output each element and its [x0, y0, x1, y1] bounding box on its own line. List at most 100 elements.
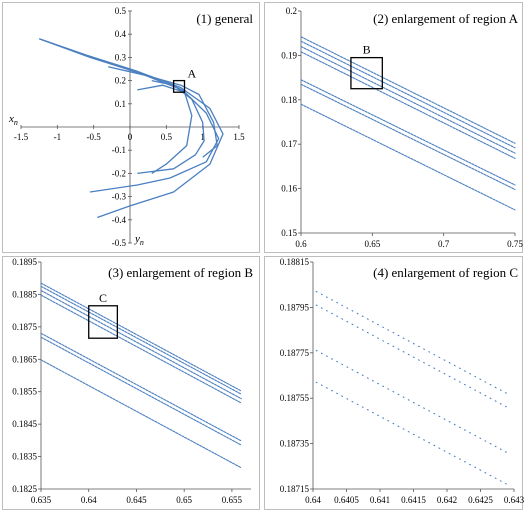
- y-tick-label: 0.17: [281, 139, 297, 149]
- x-tick-label: 0.6415: [401, 495, 426, 505]
- zoom-box-label-c: C: [99, 291, 107, 305]
- x-tick-label: 0.5: [161, 132, 173, 142]
- y-tick-label: 0.1835: [12, 452, 37, 462]
- x-tick-label: 0.645: [126, 495, 147, 505]
- series-3-trail: [315, 349, 508, 454]
- x-tick-label: 0.642: [437, 495, 457, 505]
- y-tick-label: 0.16: [281, 184, 297, 194]
- y-tick-label: 0.1825: [12, 484, 37, 494]
- chart-general: -1.5 -1 -0.5 0 0.5 1 1.5 0.5 0.4 0.3 0.2 0.1 -0.1 -0.…: [8, 6, 253, 248]
- y-tick-label: -0.5: [112, 238, 127, 248]
- chart-title: (4) enlargement of region C: [373, 265, 518, 280]
- x-tick-label: 0.75: [507, 239, 523, 249]
- zoom-box-a: [172, 79, 186, 93]
- panel-region-a: 0.6 0.65 0.7 0.75 0.2 0.19 0.18 0.17 0.16 0.15 B (2…: [264, 2, 523, 253]
- y-tick-label: 0.18795: [280, 302, 310, 312]
- series-4-trail: [300, 51, 516, 159]
- x-axis-label-sub: n: [14, 118, 18, 127]
- x-tick-label: 0.65: [364, 239, 380, 249]
- panel-region-c: 0.64 0.6405 0.641 0.6415 0.642 0.6425 0.643 0.1…: [264, 256, 525, 510]
- x-tick-label: 0: [128, 132, 133, 142]
- series-7-trail: [40, 359, 243, 469]
- y-tick-label: 0.1895: [12, 257, 37, 267]
- series-6-trail: [40, 336, 243, 446]
- panel-region-b: 0.635 0.64 0.645 0.65 0.655 0.1895 0.1885 0.187…: [2, 256, 260, 510]
- x-tick-label: -1.5: [14, 132, 29, 142]
- x-tick-label: 0.6: [295, 239, 307, 249]
- y-tick-label: 0.1845: [12, 419, 37, 429]
- chart-region-a: 0.6 0.65 0.7 0.75 0.2 0.19 0.18 0.17 0.16 0.15 B (2…: [281, 6, 523, 249]
- y-tick-label: -0.1: [112, 145, 126, 155]
- y-tick-label: 0.1865: [12, 354, 37, 364]
- y-tick-label: 0.18815: [280, 257, 310, 267]
- y-axis-label-main: y: [134, 233, 140, 245]
- y-tick-label: 0.1855: [12, 387, 37, 397]
- y-axis-label-sub: n: [140, 238, 144, 247]
- x-tick-label: -0.5: [87, 132, 102, 142]
- chart-title: (3) enlargement of region B: [108, 265, 253, 280]
- series-1-trail: [38, 38, 224, 219]
- series-5-trail: [108, 66, 218, 158]
- series-2-trail: [315, 304, 508, 408]
- series-4-trail: [315, 381, 508, 486]
- x-tick-label: 0.64: [305, 495, 321, 505]
- y-tick-label: 0.19: [281, 50, 297, 60]
- series-3-trail: [40, 289, 243, 400]
- series-1-trail: [315, 290, 508, 395]
- series-5-trail: [300, 79, 516, 186]
- y-tick-label: 0.1885: [12, 289, 37, 299]
- chart-title: (2) enlargement of region A: [373, 11, 518, 26]
- x-tick-label: 0.6425: [468, 495, 493, 505]
- x-tick-label: 1: [200, 132, 205, 142]
- y-tick-label: 0.2: [115, 76, 126, 86]
- zoom-box-c: [88, 305, 119, 339]
- x-tick-label: 0.655: [222, 495, 243, 505]
- series-6-trail: [300, 83, 516, 191]
- y-tick-label: 0.18: [281, 95, 297, 105]
- x-tick-label: 0.6405: [334, 495, 359, 505]
- chart-title: (1) general: [196, 11, 253, 26]
- x-tick-label: 0.635: [31, 495, 52, 505]
- y-tick-label: 0.18775: [280, 348, 310, 358]
- series-4-trail: [137, 84, 193, 174]
- y-tick-label: -0.3: [112, 192, 127, 202]
- x-tick-label: 0.643: [504, 495, 525, 505]
- zoom-box-label-a: A: [188, 67, 197, 81]
- series-7-trail: [300, 103, 516, 211]
- x-tick-label: 0.65: [176, 495, 192, 505]
- y-tick-label: 0.18735: [280, 439, 310, 449]
- y-tick-label: 0.15: [281, 228, 297, 238]
- series-5-trail: [40, 332, 243, 442]
- series-3-trail: [137, 79, 205, 175]
- series-2-trail: [38, 38, 220, 193]
- chart-region-b: 0.635 0.64 0.645 0.65 0.655 0.1895 0.1885 0.187…: [12, 257, 253, 505]
- series-2-trail: [40, 285, 243, 395]
- y-tick-label: 0.1875: [12, 322, 37, 332]
- y-tick-label: 0.4: [115, 29, 127, 39]
- y-axis-label: yn: [134, 233, 144, 247]
- series-1-trail: [40, 282, 243, 392]
- x-tick-label: 0.7: [438, 239, 450, 249]
- panel-general: -1.5 -1 -0.5 0 0.5 1 1.5 0.5 0.4 0.3 0.2 0.1 -0.1 -0.…: [2, 2, 260, 253]
- y-tick-label: -0.2: [112, 168, 126, 178]
- series-2-trail: [300, 40, 516, 149]
- y-tick-label: 0.18755: [280, 393, 310, 403]
- y-tick-label: 0.3: [115, 52, 127, 62]
- series-4-trail: [40, 294, 243, 404]
- series-3-trail: [300, 45, 516, 154]
- x-tick-label: 0.64: [81, 495, 97, 505]
- zoom-box-b: [350, 56, 383, 90]
- x-tick-label: -1: [54, 132, 62, 142]
- y-tick-label: 0.2: [286, 6, 297, 16]
- y-tick-label: -0.4: [112, 215, 127, 225]
- series-1-trail: [300, 36, 516, 144]
- y-tick-label: 0.1: [115, 99, 126, 109]
- x-axis-label: xn: [8, 113, 18, 127]
- x-tick-label: 1.5: [233, 132, 245, 142]
- x-axis-label-main: x: [8, 113, 14, 125]
- y-tick-label: 0.18715: [280, 484, 310, 494]
- x-tick-label: 0.641: [370, 495, 390, 505]
- zoom-box-label-b: B: [363, 43, 371, 57]
- y-tick-label: 0.5: [115, 6, 127, 16]
- chart-region-c: 0.64 0.6405 0.641 0.6415 0.642 0.6425 0.643 0.1…: [280, 257, 525, 505]
